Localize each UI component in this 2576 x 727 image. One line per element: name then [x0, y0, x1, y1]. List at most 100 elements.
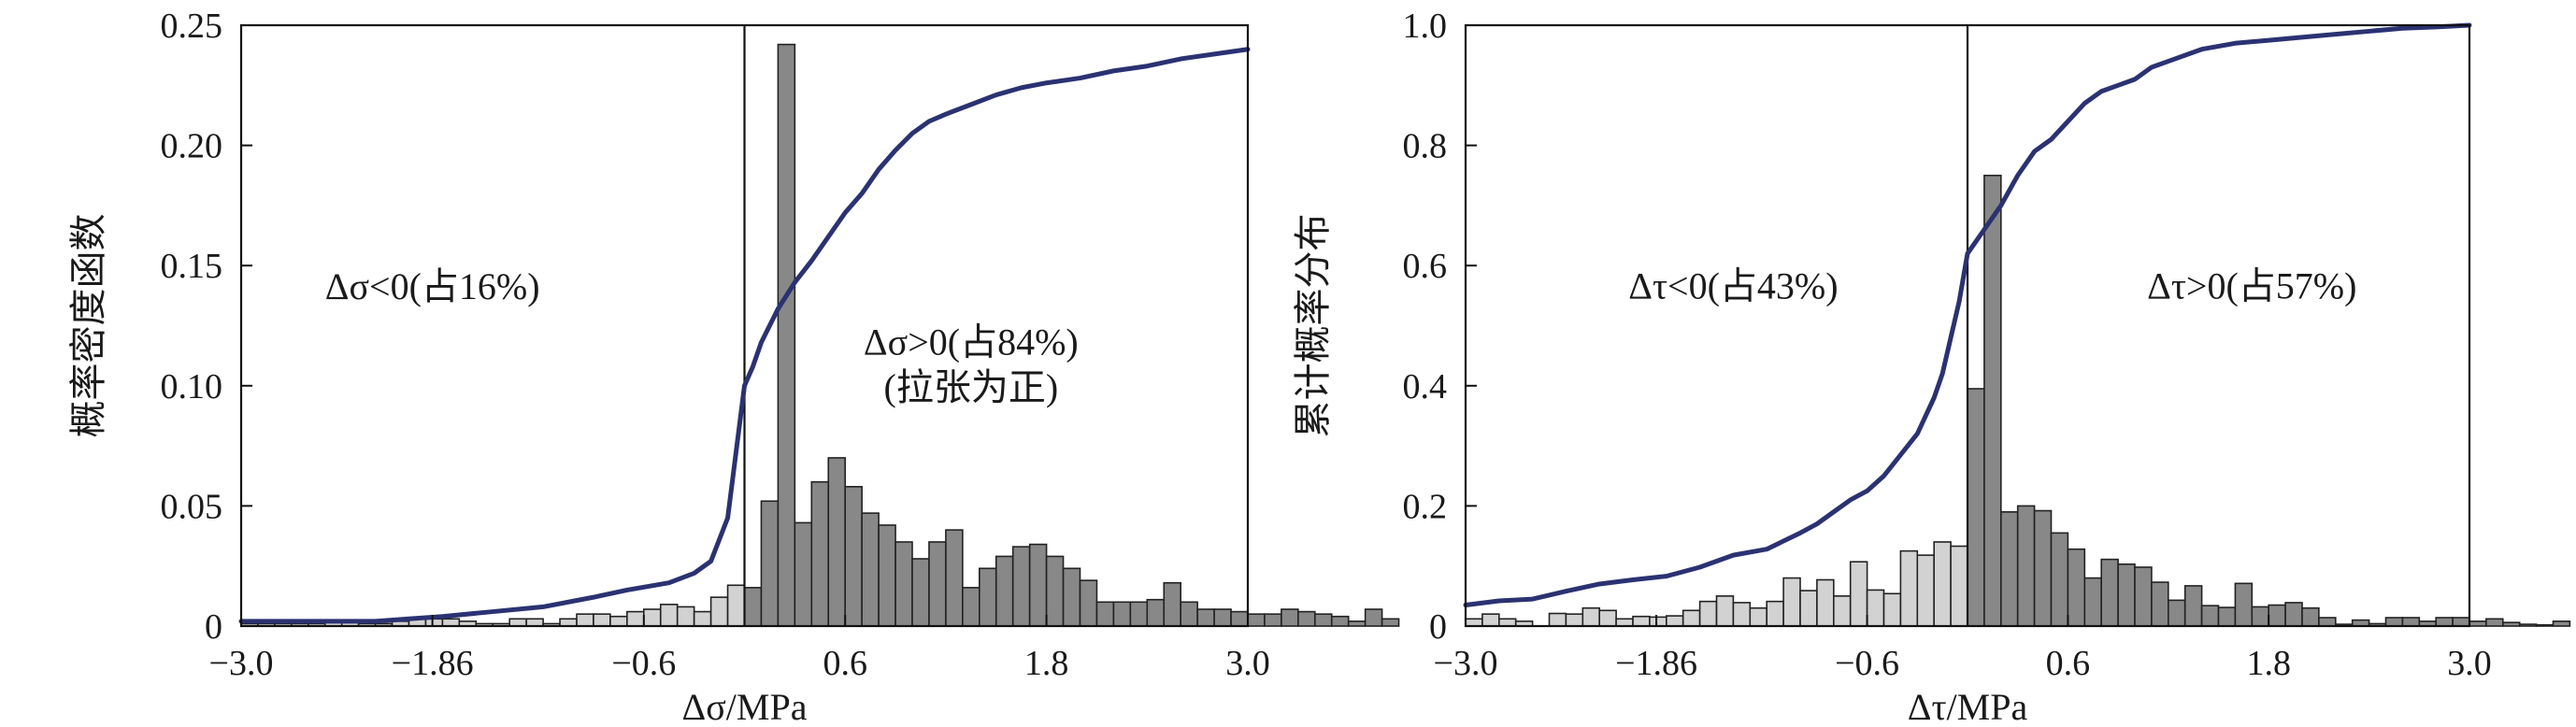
histogram-bar — [1281, 608, 1299, 627]
histogram-bar — [1330, 615, 1350, 627]
y-tick-label: 0.10 — [161, 367, 223, 406]
x-tick-label: 3.0 — [1225, 644, 1270, 683]
y-axis-label: 概率密度函数 — [67, 214, 109, 438]
histogram-bar — [2435, 617, 2454, 627]
histogram-bar — [1933, 541, 1952, 627]
histogram-bar — [1163, 581, 1182, 627]
histogram-bar — [962, 587, 980, 627]
histogram-bar — [441, 618, 461, 627]
histogram-bar — [743, 587, 763, 627]
histogram-bar — [1732, 602, 1752, 627]
y-tick-label: 0 — [1429, 607, 1447, 647]
x-tick-label: 0.6 — [823, 644, 867, 683]
histogram-bar — [1045, 555, 1065, 627]
histogram-bar — [1095, 601, 1115, 627]
histogram-bar — [1950, 545, 1968, 627]
x-tick-label: −3.0 — [1434, 644, 1498, 683]
histogram-bar — [2552, 620, 2571, 627]
histogram-bar — [1481, 613, 1500, 627]
histogram-bar — [928, 541, 947, 627]
histogram-bar — [2318, 617, 2337, 627]
histogram-bar — [1598, 609, 1617, 627]
histogram-bar — [2117, 563, 2136, 627]
histogram-bar — [609, 615, 628, 627]
histogram-bar — [1967, 388, 1985, 627]
histogram-bar — [777, 43, 796, 627]
annotation-text: Δτ<0(占43%) — [1628, 265, 1838, 307]
histogram-bar — [1833, 595, 1852, 627]
histogram-bar — [2067, 548, 2086, 627]
y-axis-label: 累计概率分布 — [1292, 214, 1334, 438]
histogram-bar — [1766, 600, 1784, 627]
histogram-bar — [2168, 599, 2186, 627]
histogram-bar — [2016, 505, 2036, 627]
histogram-bar — [576, 613, 594, 627]
series-line — [1463, 22, 2472, 607]
x-tick-label: 0.6 — [2046, 644, 2091, 683]
histogram-bar — [1882, 592, 1902, 627]
histogram-bar — [1749, 606, 1768, 627]
histogram-bar — [794, 521, 813, 627]
y-tick-label: 0 — [205, 607, 222, 647]
histogram-bar — [1079, 579, 1098, 627]
histogram-bar — [1230, 610, 1249, 627]
annotation-text: Δτ>0(占57%) — [2147, 265, 2356, 307]
histogram-bar — [1112, 601, 1132, 627]
histogram-bar — [693, 610, 712, 627]
histogram-bar — [1381, 618, 1400, 627]
series-line — [238, 47, 1251, 624]
histogram-bar — [1028, 543, 1048, 627]
x-tick-label: −1.86 — [1615, 644, 1697, 683]
x-tick-label: −0.6 — [611, 644, 676, 683]
histogram-bar — [1615, 618, 1634, 627]
x-tick-label: 1.8 — [1024, 644, 1069, 683]
histogram-bar — [878, 524, 896, 627]
y-tick-label: 0.4 — [1403, 367, 1448, 406]
histogram-bar — [2234, 582, 2254, 627]
histogram-bar — [945, 529, 964, 627]
histogram-bar — [1498, 618, 1517, 627]
y-tick-label: 1.0 — [1403, 7, 1448, 46]
histogram-bar — [844, 486, 863, 627]
histogram-bar — [726, 584, 746, 627]
histogram-bar — [1196, 608, 1215, 627]
annotation-text: Δσ<0(占16%) — [325, 265, 540, 307]
x-tick-label: −0.6 — [1835, 644, 1899, 683]
histogram-bar — [1565, 613, 1584, 627]
histogram-bar — [626, 610, 645, 627]
histogram-bar — [2284, 602, 2303, 627]
histogram-bar — [2268, 604, 2286, 627]
histogram-bar — [1782, 577, 1801, 627]
histogram-bar — [1799, 590, 1818, 627]
histogram-bar — [709, 596, 729, 627]
histogram-bar — [2384, 617, 2404, 627]
histogram-bar — [1698, 600, 1718, 627]
histogram-bar — [2000, 511, 2019, 627]
histogram-bar — [1146, 598, 1166, 627]
y-tick-label: 0.8 — [1403, 127, 1448, 166]
histogram-bar — [911, 558, 930, 627]
x-tick-label: −3.0 — [209, 644, 274, 683]
x-tick-label: 3.0 — [2447, 644, 2492, 683]
histogram-bar — [2518, 623, 2538, 627]
histogram-bar — [2469, 620, 2487, 627]
histogram-bar — [1180, 601, 1198, 627]
histogram-bar — [1632, 615, 1651, 627]
y-tick-label: 0.20 — [161, 127, 223, 166]
annotation-text: Δσ>0(占84%) — [864, 321, 1079, 363]
histogram-bar — [1264, 613, 1282, 627]
histogram-bar — [508, 618, 527, 627]
histogram-bar — [559, 618, 578, 627]
histogram-bar — [1715, 595, 1735, 627]
histogram-bar — [1581, 606, 1601, 627]
histogram-bar — [2183, 585, 2203, 627]
histogram-bar — [1816, 578, 1835, 627]
histogram-bar — [424, 618, 444, 627]
histogram-bar — [1916, 554, 1936, 627]
y-tick-label: 0.05 — [161, 487, 223, 526]
plot-frame — [239, 23, 1250, 628]
histogram-bar — [2134, 566, 2153, 627]
histogram-bar — [2535, 623, 2555, 627]
histogram-bar — [2033, 509, 2053, 627]
